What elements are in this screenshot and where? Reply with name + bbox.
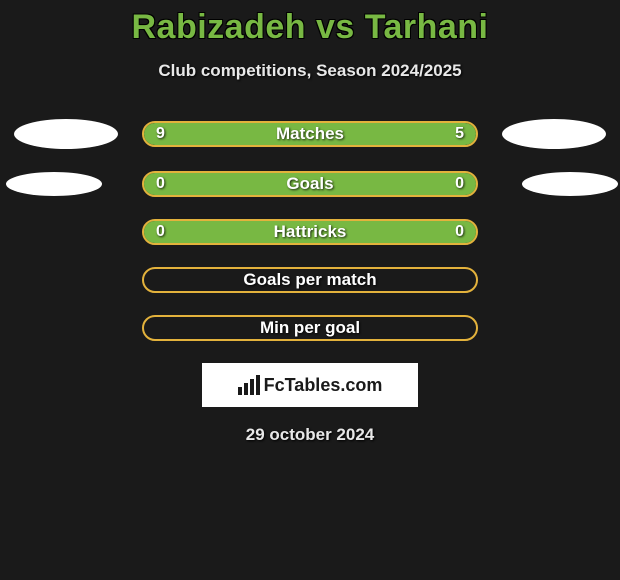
player-left-ellipse bbox=[14, 119, 118, 149]
stat-label: Hattricks bbox=[144, 221, 476, 243]
subtitle: Club competitions, Season 2024/2025 bbox=[0, 61, 620, 81]
page-title: Rabizadeh vs Tarhani bbox=[0, 8, 620, 47]
stat-row-hattricks: 00Hattricks bbox=[0, 219, 620, 245]
chart-icon bbox=[238, 375, 260, 395]
stat-label: Goals per match bbox=[144, 269, 476, 291]
stat-bar: 00Goals bbox=[142, 171, 478, 197]
stat-row-min-per-goal: Min per goal bbox=[0, 315, 620, 341]
logo-box: FcTables.com bbox=[202, 363, 418, 407]
stat-bar: 95Matches bbox=[142, 121, 478, 147]
stat-label: Min per goal bbox=[144, 317, 476, 339]
stat-bar: Min per goal bbox=[142, 315, 478, 341]
stat-bar: 00Hattricks bbox=[142, 219, 478, 245]
stat-bars-host: 95Matches 00Goals 00Hattricks Goals per mat… bbox=[0, 119, 620, 341]
stat-row-goals: 00Goals bbox=[0, 171, 620, 197]
stat-label: Matches bbox=[144, 123, 476, 145]
date-text: 29 october 2024 bbox=[0, 425, 620, 445]
logo-text: FcTables.com bbox=[264, 375, 383, 396]
stat-row-matches: 95Matches bbox=[0, 119, 620, 149]
stat-row-goals-per-match: Goals per match bbox=[0, 267, 620, 293]
player-right-ellipse bbox=[522, 172, 618, 196]
stat-label: Goals bbox=[144, 173, 476, 195]
player-left-ellipse bbox=[6, 172, 102, 196]
player-right-ellipse bbox=[502, 119, 606, 149]
infographic-container: Rabizadeh vs Tarhani Club competitions, … bbox=[0, 0, 620, 445]
stat-bar: Goals per match bbox=[142, 267, 478, 293]
